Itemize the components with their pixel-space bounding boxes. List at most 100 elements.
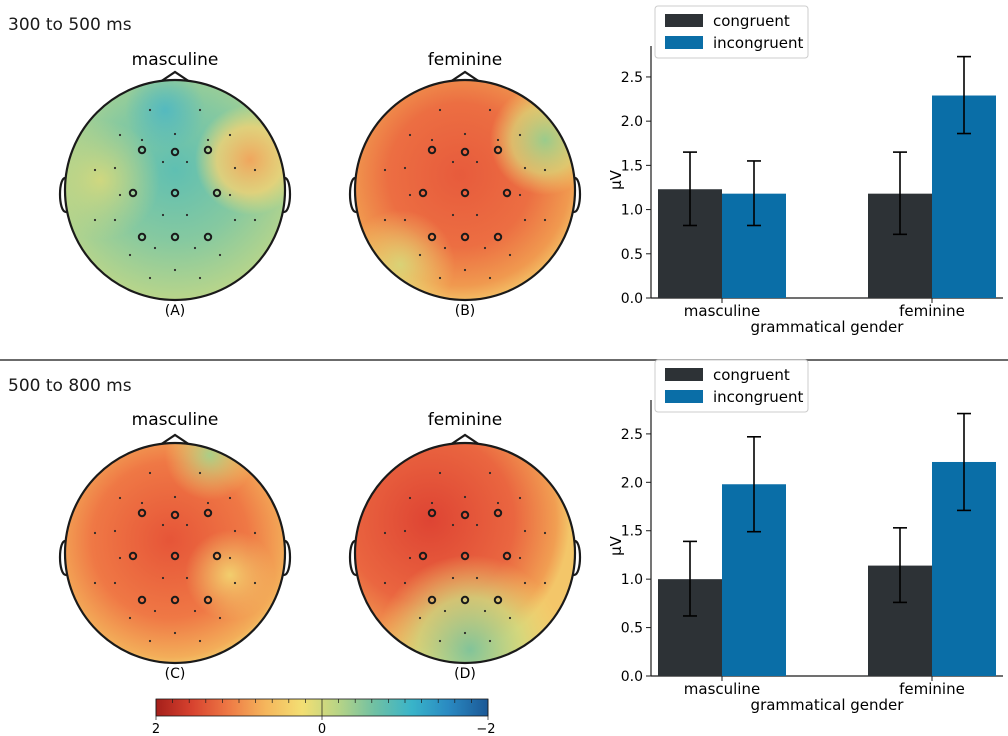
x-tick-label: masculine [684,302,760,320]
bar-chart-500-800: 0.0 0.5 1.0 1.5 2.0 2.5 µV masculine femininegra… [607,359,1003,714]
legend-label: incongruent [713,34,804,52]
electrode-dot [173,631,177,635]
colorbar-tick-label: 2 [152,722,160,736]
electrode-dot [185,213,189,217]
topomap-letter: (C) [165,666,186,682]
electrode-dot [118,496,122,500]
electrode-dot [488,639,492,643]
electrode-dot [148,276,152,280]
electrode-dot [518,193,522,197]
electrode-marker [460,551,470,561]
legend-label: congruent [713,366,790,384]
head-circle [63,441,287,665]
electrode-marker [502,551,512,561]
electrode-dot [463,631,467,635]
electrode-dot [228,133,232,137]
electrode-marker [212,188,222,198]
electrode-dot [228,496,232,500]
electrode-dot [518,133,522,137]
electrode-marker [170,232,180,242]
electrode-dot [438,276,442,280]
electrode-dot [113,581,117,585]
y-tick-label: 0.0 [621,291,643,307]
electrode-dot [403,166,407,170]
electrode-marker [493,232,503,242]
electrode-marker [460,232,470,242]
bar-chart-300-500: 0.0 0.5 1.0 1.5 2.0 2.5 µV masculine femininegra… [607,5,1003,336]
electrode-dot [193,246,197,250]
electrode-dot [148,471,152,475]
electrode-marker [418,188,428,198]
topomap-b: feminine (B) [348,50,582,319]
electrode-marker [203,232,213,242]
colorbar-tick-label: −2 [476,722,495,736]
legend-swatch [665,390,703,403]
electrode-marker [170,595,180,605]
electrode-dot [430,138,434,142]
electrode-marker [212,551,222,561]
head-circle [353,441,577,665]
electrode-dot [408,496,412,500]
electrode-dot [118,193,122,197]
electrode-marker [128,551,138,561]
electrode-dot [198,276,202,280]
topomap-title: masculine [132,410,219,430]
y-tick-label: 1.0 [621,572,643,588]
y-axis-label: µV [607,169,625,190]
y-tick-label: 2.0 [621,114,643,130]
electrode-marker [460,595,470,605]
electrode-dot [253,168,257,172]
y-tick-label: 2.5 [621,427,643,443]
electrode-dot [173,268,177,272]
electrode-marker [502,188,512,198]
electrode-dot [508,253,512,257]
electrode-dot [430,501,434,505]
electrode-dot [161,576,165,580]
electrode-dot [463,268,467,272]
electrode-dot [543,168,547,172]
electrode-marker [460,188,470,198]
electrode-dot [543,531,547,535]
electrode-dot [523,166,527,170]
electrode-dot [418,616,422,620]
electrode-dot [233,218,237,222]
topomap-a: masculine (A) [58,50,292,319]
topomap-letter: (D) [454,666,476,682]
electrode-dot [408,193,412,197]
electrode-marker [137,232,147,242]
x-tick-label: feminine [899,680,965,698]
electrode-dot [543,581,547,585]
topomap-title: feminine [428,410,502,430]
electrode-dot [483,246,487,250]
electrode-dot [496,138,500,142]
x-tick-label: feminine [899,302,965,320]
y-tick-label: 0.5 [621,247,643,263]
electrode-dot [383,581,387,585]
electrode-dot [161,213,165,217]
time-window-label: 300 to 500 ms [8,15,132,35]
electrode-dot [113,218,117,222]
electrode-dot [233,166,237,170]
topomap-letter: (B) [455,303,476,319]
y-tick-label: 0.0 [621,669,643,685]
electrode-dot [451,576,455,580]
y-axis-label: µV [607,535,625,556]
x-tick-label: masculine [684,680,760,698]
x-axis-label: grammatical gender [751,696,905,714]
electrode-dot [383,531,387,535]
electrode-dot [438,471,442,475]
electrode-dot [228,193,232,197]
electrode-dot [451,523,455,527]
electrode-dot [403,581,407,585]
electrode-dot [113,166,117,170]
electrode-dot [523,529,527,533]
electrode-marker [137,595,147,605]
electrode-dot [206,138,210,142]
electrode-dot [118,133,122,137]
electrode-dot [475,576,479,580]
electrode-dot [206,501,210,505]
electrode-marker [427,232,437,242]
x-axis-label: grammatical gender [751,318,905,336]
electrode-marker [170,188,180,198]
electrode-dot [475,160,479,164]
